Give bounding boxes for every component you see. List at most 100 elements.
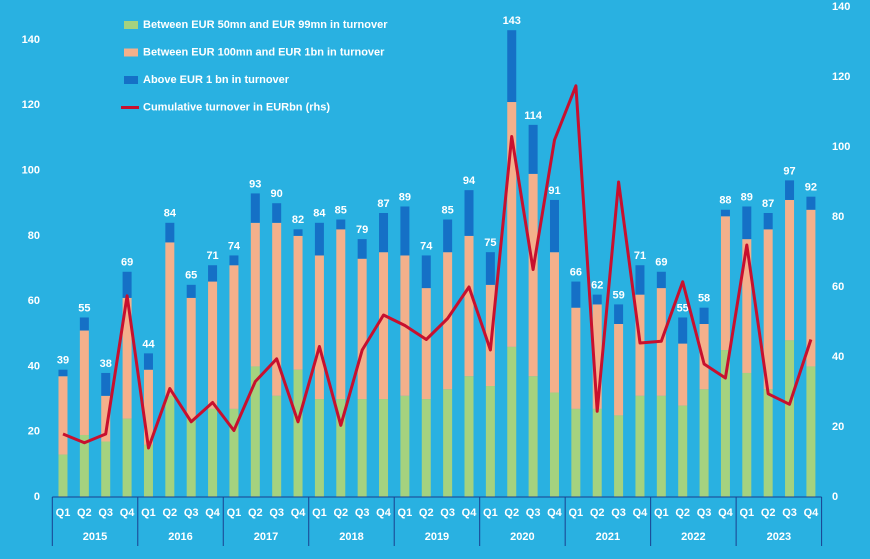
bar-segment <box>699 323 709 390</box>
x-tick-label: Q4 <box>120 507 136 519</box>
bar-segment <box>208 408 218 497</box>
y2-tick-label: 20 <box>832 421 844 433</box>
bar-segment <box>464 376 474 497</box>
bar-segment <box>186 284 196 298</box>
bar-segment <box>485 252 495 285</box>
legend-swatch <box>124 21 138 29</box>
data-label: 89 <box>399 191 411 203</box>
bar-segment <box>742 239 752 373</box>
legend-swatch <box>124 48 138 57</box>
y2-tick-label: 80 <box>832 211 844 223</box>
x-tick-label: Q3 <box>440 507 455 519</box>
data-label: 62 <box>591 280 603 292</box>
data-label: 82 <box>292 214 304 226</box>
x-tick-label: Q1 <box>569 507 584 519</box>
y2-tick-label: 0 <box>832 491 838 503</box>
bar-segment <box>507 102 517 347</box>
bar-segment <box>635 395 645 497</box>
bar-segment <box>571 281 581 308</box>
bar-segment <box>357 239 367 259</box>
bar-segment <box>293 235 303 370</box>
bar-segment <box>464 190 474 236</box>
x-tick-label: Q2 <box>419 507 434 519</box>
bar-segment <box>549 252 559 393</box>
bar-segment <box>592 294 602 305</box>
y-tick-label: 60 <box>28 295 40 307</box>
data-label: 93 <box>249 178 261 190</box>
x-tick-label: Q1 <box>56 507 71 519</box>
bar-segment <box>79 434 89 497</box>
bar-segment <box>379 213 389 253</box>
bar-segment <box>443 389 453 497</box>
year-label: 2019 <box>425 531 449 543</box>
bar-segment <box>549 199 559 253</box>
bar-segment <box>742 372 752 497</box>
bar-segment <box>143 444 153 497</box>
bar-segment <box>806 366 816 497</box>
year-label: 2018 <box>339 531 363 543</box>
data-label: 84 <box>313 208 326 220</box>
data-label: 55 <box>677 302 689 314</box>
bar-segment <box>293 229 303 236</box>
x-tick-label: Q3 <box>611 507 626 519</box>
bar-segment <box>785 180 795 200</box>
x-tick-label: Q1 <box>141 507 156 519</box>
bar-segment <box>614 304 624 324</box>
x-tick-label: Q1 <box>654 507 669 519</box>
data-label: 89 <box>741 191 753 203</box>
year-label: 2016 <box>168 531 192 543</box>
data-label: 94 <box>463 175 476 187</box>
x-tick-label: Q4 <box>633 507 649 519</box>
bar-segment <box>614 323 624 416</box>
x-tick-label: Q2 <box>162 507 177 519</box>
data-label: 79 <box>356 224 368 236</box>
bar-segment <box>165 395 175 497</box>
data-label: 143 <box>503 15 521 27</box>
bar-segment <box>336 229 346 400</box>
data-label: 58 <box>698 293 710 305</box>
y-tick-label: 0 <box>34 491 40 503</box>
legend-label: Between EUR 100mn and EUR 1bn in turnove… <box>143 46 385 58</box>
bar-segment <box>250 222 260 367</box>
bar-segment <box>656 271 666 289</box>
x-tick-label: Q1 <box>227 507 242 519</box>
bar-segment <box>678 405 688 497</box>
bar-segment <box>571 408 581 497</box>
bar-segment <box>507 30 517 103</box>
data-label: 59 <box>612 289 624 301</box>
legend-swatch <box>124 76 138 84</box>
data-label: 69 <box>655 257 667 269</box>
bar-segment <box>101 441 111 497</box>
data-label: 71 <box>634 250 646 262</box>
x-tick-label: Q3 <box>782 507 797 519</box>
data-label: 88 <box>719 195 731 207</box>
line <box>62 84 813 450</box>
bar-segment <box>785 199 795 341</box>
bar-segment <box>229 408 239 497</box>
bar-segment <box>272 222 282 396</box>
x-tick-label: Q4 <box>804 507 820 519</box>
bar-segment <box>165 242 175 396</box>
x-tick-label: Q4 <box>547 507 563 519</box>
bar-segment <box>272 203 282 223</box>
bar-segment <box>314 255 324 400</box>
bar-segment <box>186 418 196 497</box>
y2-tick-label: 100 <box>832 141 850 153</box>
x-tick-label: Q1 <box>312 507 327 519</box>
bar-segment <box>742 206 752 240</box>
x-tick-label: Q1 <box>483 507 498 519</box>
y-tick-label: 140 <box>22 34 40 46</box>
bar-segment <box>272 395 282 497</box>
bar-segment <box>122 418 132 497</box>
y-tick-label: 120 <box>22 99 40 111</box>
y-tick-label: 100 <box>22 164 40 176</box>
bar-segment <box>58 454 68 497</box>
data-label: 75 <box>484 237 496 249</box>
bar-segment <box>336 399 346 497</box>
bar-segment <box>485 386 495 497</box>
bar-segment <box>571 307 581 409</box>
year-label: 2015 <box>83 531 107 543</box>
legend-label: Between EUR 50mn and EUR 99mn in turnove… <box>143 19 388 31</box>
bar-segment <box>314 399 324 497</box>
